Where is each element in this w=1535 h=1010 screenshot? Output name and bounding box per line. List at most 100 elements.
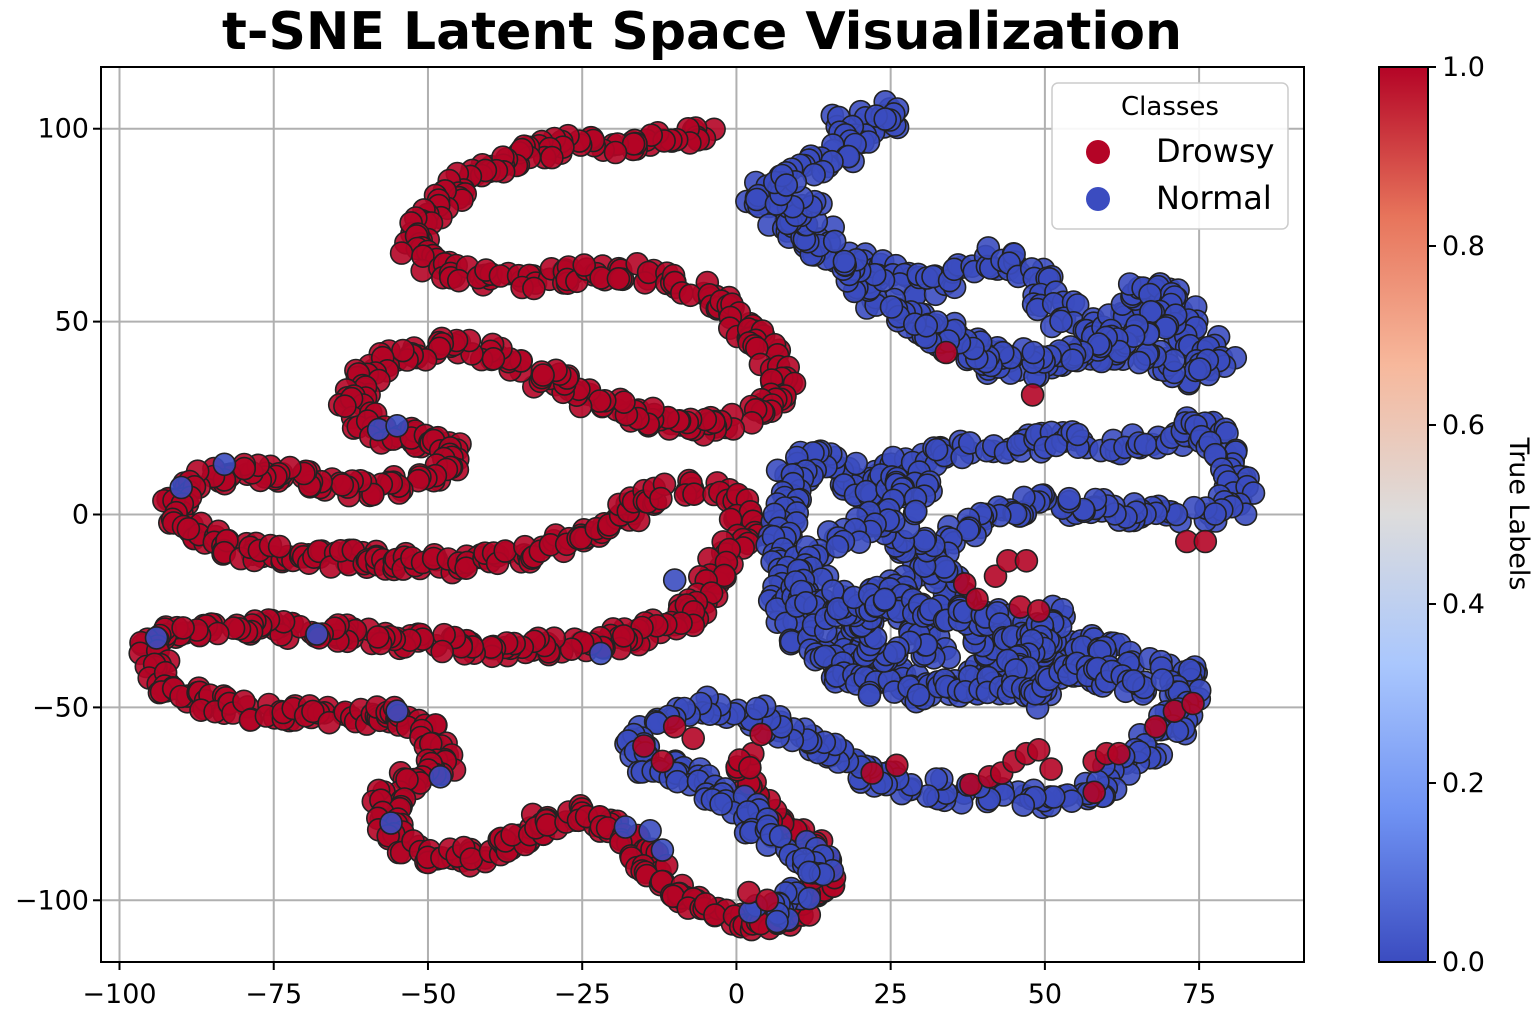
point-normal bbox=[768, 824, 793, 849]
y-axis-ticks: −100 −50 0 50 100 bbox=[15, 114, 101, 916]
point-normal bbox=[872, 587, 897, 612]
point-drowsy bbox=[1181, 691, 1205, 716]
point-normal bbox=[1178, 658, 1202, 682]
point-normal bbox=[385, 699, 409, 724]
colorbar-tick-label: 0.4 bbox=[1442, 589, 1485, 620]
point-normal bbox=[879, 295, 904, 319]
point-drowsy bbox=[333, 394, 357, 419]
point-normal bbox=[844, 451, 869, 476]
point-normal bbox=[825, 534, 850, 559]
legend-label-drowsy: Drowsy bbox=[1156, 132, 1274, 170]
point-drowsy bbox=[572, 253, 597, 277]
point-normal bbox=[797, 860, 821, 885]
point-normal bbox=[144, 626, 169, 650]
x-tick-label: 75 bbox=[1182, 979, 1216, 1010]
point-normal bbox=[1121, 669, 1146, 693]
point-normal bbox=[709, 792, 733, 816]
point-drowsy bbox=[611, 624, 636, 648]
point-normal bbox=[1133, 432, 1158, 457]
point-drowsy bbox=[301, 699, 325, 724]
point-normal bbox=[882, 640, 907, 665]
point-normal bbox=[385, 413, 409, 438]
point-normal bbox=[1065, 422, 1090, 447]
x-tick-label: −50 bbox=[399, 979, 456, 1010]
point-normal bbox=[857, 683, 882, 708]
point-drowsy bbox=[884, 753, 909, 778]
colorbar-tick-label: 0.2 bbox=[1442, 768, 1485, 799]
point-drowsy bbox=[649, 486, 673, 511]
point-normal bbox=[1127, 350, 1151, 375]
point-normal bbox=[903, 499, 928, 524]
point-normal bbox=[1203, 502, 1227, 526]
point-drowsy bbox=[1020, 383, 1045, 407]
point-drowsy bbox=[171, 616, 195, 640]
point-normal bbox=[797, 886, 822, 911]
colorbar-label: True Labels bbox=[1503, 437, 1534, 591]
point-normal bbox=[932, 555, 957, 579]
point-drowsy bbox=[391, 338, 415, 363]
point-drowsy bbox=[330, 473, 355, 497]
legend-label-normal: Normal bbox=[1156, 179, 1272, 217]
chart-title: t-SNE Latent Space Visualization bbox=[222, 2, 1182, 62]
point-normal bbox=[305, 622, 329, 646]
point-drowsy bbox=[389, 241, 414, 265]
y-tick-label: 0 bbox=[72, 500, 89, 531]
point-drowsy bbox=[176, 516, 201, 541]
point-drowsy bbox=[411, 244, 435, 269]
point-drowsy bbox=[606, 266, 631, 291]
point-normal bbox=[765, 909, 789, 934]
point-drowsy bbox=[681, 726, 706, 751]
point-drowsy bbox=[1026, 737, 1051, 762]
point-drowsy bbox=[983, 564, 1008, 589]
point-normal bbox=[662, 568, 687, 592]
point-normal bbox=[665, 769, 690, 794]
point-drowsy bbox=[952, 572, 977, 596]
point-drowsy bbox=[493, 539, 518, 563]
point-drowsy bbox=[1039, 757, 1063, 781]
point-normal bbox=[212, 452, 237, 477]
point-normal bbox=[794, 590, 818, 615]
colorbar-tick-label: 1.0 bbox=[1442, 52, 1485, 83]
point-drowsy bbox=[395, 767, 419, 792]
x-tick-label: 0 bbox=[728, 979, 745, 1010]
x-axis-ticks: −100 −75 −50 −25 0 25 50 75 bbox=[82, 962, 1216, 1010]
point-normal bbox=[873, 107, 898, 131]
point-normal bbox=[588, 641, 613, 666]
colorbar-ticks: 0.0 0.2 0.4 0.6 0.8 1.0 bbox=[1428, 52, 1485, 978]
colorbar-tick-label: 0.6 bbox=[1442, 410, 1485, 441]
point-drowsy bbox=[454, 556, 478, 581]
point-drowsy bbox=[703, 903, 727, 927]
y-tick-label: −100 bbox=[15, 885, 89, 916]
legend: Classes Drowsy Normal bbox=[1051, 82, 1289, 230]
point-drowsy bbox=[446, 268, 471, 293]
legend-marker-drowsy bbox=[1086, 140, 1110, 164]
y-tick-label: 50 bbox=[55, 307, 89, 338]
point-normal bbox=[1188, 357, 1212, 381]
point-normal bbox=[169, 475, 193, 500]
point-drowsy bbox=[1144, 714, 1168, 739]
x-tick-label: −75 bbox=[245, 979, 302, 1010]
colorbar-gradient bbox=[1378, 66, 1429, 963]
point-normal bbox=[745, 696, 769, 721]
point-normal bbox=[906, 683, 931, 707]
point-normal bbox=[1165, 719, 1190, 744]
point-normal bbox=[744, 187, 769, 212]
point-drowsy bbox=[1014, 548, 1039, 573]
point-drowsy bbox=[531, 363, 555, 387]
colorbar: 0.0 0.2 0.4 0.6 0.8 1.0 True Labels bbox=[1378, 52, 1534, 978]
x-tick-label: 50 bbox=[1028, 979, 1062, 1010]
point-drowsy bbox=[430, 639, 455, 664]
point-normal bbox=[638, 818, 662, 843]
point-drowsy bbox=[682, 482, 706, 507]
legend-marker-normal bbox=[1086, 187, 1110, 211]
point-normal bbox=[924, 437, 949, 462]
point-drowsy bbox=[860, 761, 885, 785]
point-normal bbox=[650, 838, 675, 862]
point-normal bbox=[428, 764, 453, 789]
point-normal bbox=[832, 249, 857, 274]
point-normal bbox=[1021, 340, 1046, 365]
point-normal bbox=[914, 313, 939, 338]
y-tick-label: −50 bbox=[32, 692, 89, 723]
point-normal bbox=[613, 815, 638, 839]
